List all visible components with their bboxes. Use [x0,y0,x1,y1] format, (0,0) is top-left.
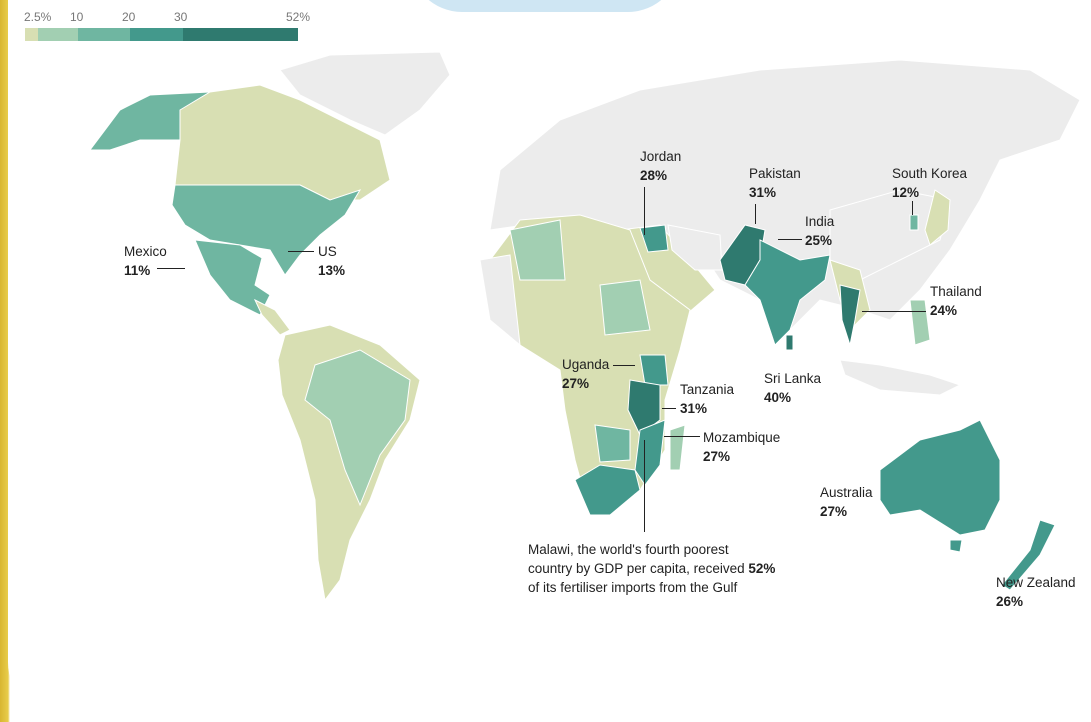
southern-africa [574,464,641,516]
central-america [253,298,291,336]
country-value: 31% [680,401,708,416]
country-name: US [318,244,337,259]
country-value: 12% [892,185,920,200]
australia [879,419,1001,536]
country-name: South Korea [892,166,968,181]
legend-bin [78,28,130,41]
annotation-line: of its fertiliser imports from the Gulf [528,580,738,595]
country-name: Pakistan [749,166,801,181]
country-value: 24% [930,303,958,318]
leader-line [288,251,314,252]
leader-line [778,239,802,240]
country-name: Australia [820,485,873,500]
country-value: 13% [318,263,346,278]
india [744,239,831,346]
legend-tick: 52% [286,10,311,24]
greenland [279,51,451,136]
country-name: Sri Lanka [764,371,822,386]
leader-line [662,408,676,409]
tasmania [949,539,963,553]
annotation-value: 52% [748,561,776,576]
leader-line [755,204,756,224]
country-name: Mozambique [703,430,781,445]
country-name: Mexico [124,244,167,259]
leader-line [664,436,700,437]
leader-line [862,311,926,312]
country-value: 11% [124,263,151,278]
country-value: 27% [562,376,590,391]
legend-tick: 30 [174,10,188,24]
label-uganda: Uganda 27% [562,355,609,393]
sudan [599,279,651,336]
madagascar [669,424,686,471]
annotation-text: country by GDP per capita, received [528,561,749,576]
legend-tick: 10 [70,10,84,24]
japan [924,189,951,246]
label-mozambique: Mozambique 27% [703,428,780,466]
label-australia: Australia 27% [820,483,873,521]
leader-line [644,440,645,532]
sri-lanka [785,334,794,351]
label-sri-lanka: Sri Lanka 40% [764,369,821,407]
country-name: Uganda [562,357,610,372]
annotation-line: Malawi, the world's fourth poorest [528,542,729,557]
legend-bin [38,28,78,41]
label-south-korea: South Korea 12% [892,164,967,202]
jordan-iraq [639,224,669,253]
country-value: 25% [805,233,833,248]
country-name: India [805,214,835,229]
north-africa-grey [479,254,521,347]
legend-bin [25,28,38,41]
label-tanzania: Tanzania 31% [680,380,734,418]
country-value: 26% [996,594,1024,609]
iran [667,224,723,271]
philippines [909,299,931,346]
decorative-blob [410,0,680,12]
brazil [304,349,411,507]
leader-line [644,187,645,235]
algeria [509,219,566,281]
label-us: US 13% [318,242,345,280]
country-name: Jordan [640,149,682,164]
leader-line [157,268,185,269]
south-korea [909,214,919,231]
uganda-kenya [639,354,669,386]
legend-tick: 20 [122,10,136,24]
thailand [839,284,861,347]
legend-bin [183,28,298,41]
country-value: 27% [820,504,848,519]
country-value: 31% [749,185,777,200]
country-value: 40% [764,390,792,405]
country-name: New Zealand [996,575,1076,590]
legend-bin [130,28,183,41]
zambia [594,424,631,463]
leader-line [613,365,635,366]
label-mexico: Mexico 11% [124,242,167,280]
mozambique [634,419,666,486]
label-new-zealand: New Zealand 26% [996,573,1076,611]
new-zealand [1001,519,1056,591]
indonesia [839,359,962,396]
label-jordan: Jordan 28% [640,147,681,185]
label-thailand: Thailand 24% [930,282,982,320]
mexico [194,239,271,316]
united-states [171,184,362,276]
country-value: 28% [640,168,668,183]
annotation-line: country by GDP per capita, received 52% [528,559,775,578]
country-value: 27% [703,449,731,464]
annotation-malawi: Malawi, the world's fourth poorest count… [528,540,775,597]
country-name: Thailand [930,284,982,299]
legend-tick: 2.5% [24,10,52,24]
label-pakistan: Pakistan 31% [749,164,801,202]
label-india: India 25% [805,212,834,250]
leader-line [912,201,913,215]
country-name: Tanzania [680,382,735,397]
